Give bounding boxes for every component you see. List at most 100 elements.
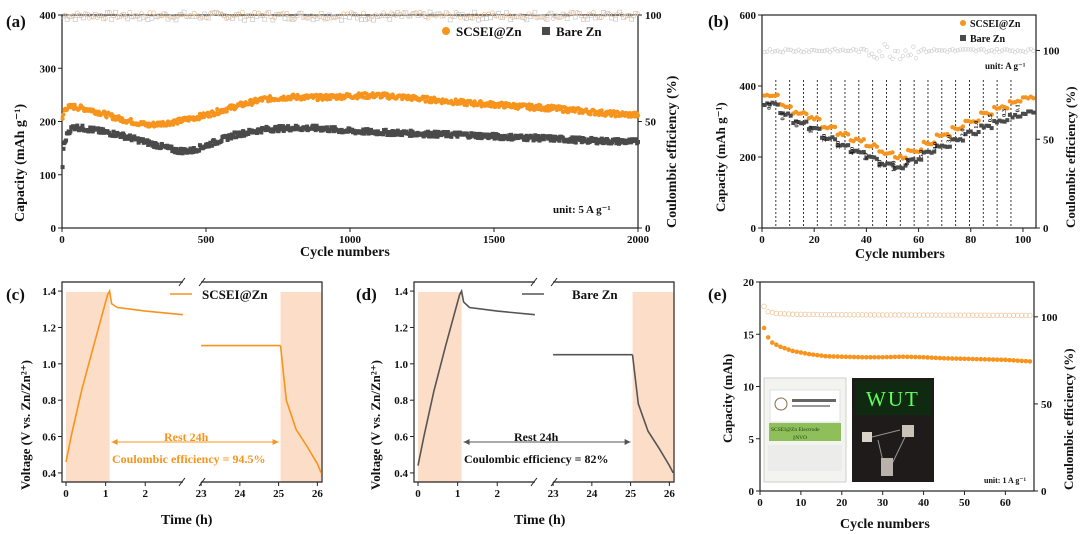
e-capacity-point xyxy=(851,354,857,360)
e-ytick-label: 15 xyxy=(743,329,755,341)
e-capacity-point xyxy=(925,355,930,360)
a-ce-bare-point xyxy=(403,10,409,16)
b-rate-label: 4.0 xyxy=(849,147,856,155)
e-ce-point xyxy=(843,312,849,318)
c-xtick-label: 24 xyxy=(234,488,246,500)
b-ce-point xyxy=(846,48,851,54)
c-xtick-label: 2 xyxy=(143,488,149,500)
c-rest-arrow-head xyxy=(111,439,118,445)
a-scsei-point xyxy=(205,110,210,115)
b-ce-point xyxy=(926,49,932,54)
a-bare-point xyxy=(286,124,291,129)
e-ce-point xyxy=(1014,312,1021,319)
a-bare-point xyxy=(524,133,529,138)
e-ce-point xyxy=(851,312,857,318)
e-ce-point xyxy=(908,312,915,318)
e-ce-point xyxy=(790,311,796,317)
a-ce-bare-point xyxy=(80,15,86,21)
e-capacity-point xyxy=(986,357,992,362)
a-ce-bare-point xyxy=(447,17,453,23)
b-bare-point xyxy=(921,150,926,155)
b-ce-point xyxy=(984,50,989,55)
b-bare-point xyxy=(973,132,978,137)
b-bare-point xyxy=(767,102,772,107)
b-bare-point xyxy=(947,144,952,149)
e-capacity-point xyxy=(921,354,926,360)
panel-label-b: (b) xyxy=(708,12,729,31)
b-bare-point xyxy=(903,163,908,168)
a-xtick-label: 500 xyxy=(198,234,215,246)
b-ce-point xyxy=(921,46,926,51)
e-y2tick-label: 50 xyxy=(1041,399,1053,411)
e-capacity-point xyxy=(778,344,783,350)
b-bare-point xyxy=(856,149,861,154)
a-bare-point xyxy=(309,126,314,131)
b-scsei-point xyxy=(845,132,851,137)
d-xtick-label: 2 xyxy=(495,488,501,500)
panel-label-a: (a) xyxy=(6,12,26,31)
b-rate-label: 0.1 xyxy=(766,102,773,110)
d-xtick-label: 25 xyxy=(625,488,637,500)
a-ce-bare-point xyxy=(629,16,635,22)
b-ce-point xyxy=(765,49,770,54)
a-bare-point xyxy=(345,129,350,134)
a-bare-point xyxy=(535,136,540,141)
b-bare-point xyxy=(955,138,960,143)
a-bare-point xyxy=(64,138,69,143)
b-ce-point xyxy=(981,47,986,52)
b-ce-point xyxy=(890,56,895,61)
b-legend-scsei-label: SCSEI@Zn xyxy=(970,19,1021,30)
b-scsei-point xyxy=(976,118,981,123)
a-bare-point xyxy=(362,131,367,136)
b-ce-point xyxy=(861,47,866,52)
e-capacity-point xyxy=(978,356,984,362)
a-bare-point xyxy=(203,144,208,149)
b-bare-point xyxy=(1002,119,1007,124)
e-capacity-point xyxy=(1007,357,1012,363)
a-bare-point xyxy=(615,139,620,144)
a-ce-bare-point xyxy=(468,15,473,20)
e-xtick-label: 40 xyxy=(918,497,930,509)
inset-electrode-label: SCSEI@Zn Electrode xyxy=(771,427,820,433)
e-ce-point xyxy=(896,312,902,318)
e-annotation: unit: 1 A g⁻¹ xyxy=(984,476,1027,485)
b-ce-point xyxy=(887,54,892,59)
b-bare-point xyxy=(780,111,785,116)
b-scsei-point xyxy=(1005,106,1010,111)
b-ce-point xyxy=(778,49,783,54)
e-capacity-point xyxy=(839,354,845,360)
b-bare-point xyxy=(1013,112,1018,117)
d-charge-shade xyxy=(418,292,462,482)
b-scsei-point xyxy=(890,150,895,155)
e-xtick-label: 10 xyxy=(795,497,807,509)
b-ce-point xyxy=(851,47,856,52)
a-ce-bare-point xyxy=(201,11,207,17)
b-scsei-point xyxy=(788,104,793,109)
a-ce-bare-point xyxy=(161,11,167,17)
e-ce-point xyxy=(761,303,767,310)
a-bare-point xyxy=(178,146,183,151)
e-ytick-label: 10 xyxy=(743,382,755,394)
a-ytick-label: 0 xyxy=(51,223,57,235)
b-bare-point xyxy=(804,119,809,124)
b-bare-point xyxy=(963,132,968,137)
a-ce-bare-point xyxy=(105,9,110,15)
b-bare-point xyxy=(968,129,973,134)
e-capacity-point xyxy=(876,354,881,360)
a-ce-bare-point xyxy=(149,15,155,21)
a-scsei-point xyxy=(128,116,133,122)
b-y2tick-label: 100 xyxy=(1043,46,1060,58)
b-ce-point xyxy=(979,47,984,52)
a-ce-bare-point xyxy=(76,12,82,18)
a-bare-point xyxy=(61,146,66,151)
b-rate-label: 1.0 xyxy=(807,126,814,134)
e-xtick-label: 60 xyxy=(1000,497,1012,509)
a-scsei-point xyxy=(613,114,618,119)
a-y2label: Coulombic efficiency (%) xyxy=(665,75,680,228)
c-legend-label: SCSEI@Zn xyxy=(202,287,268,302)
b-bare-point xyxy=(971,131,976,136)
b-bare-point xyxy=(853,148,858,153)
a-bare-point xyxy=(159,141,164,146)
b-bare-point xyxy=(919,157,924,162)
b-rate-label: 4.0 xyxy=(932,142,939,150)
